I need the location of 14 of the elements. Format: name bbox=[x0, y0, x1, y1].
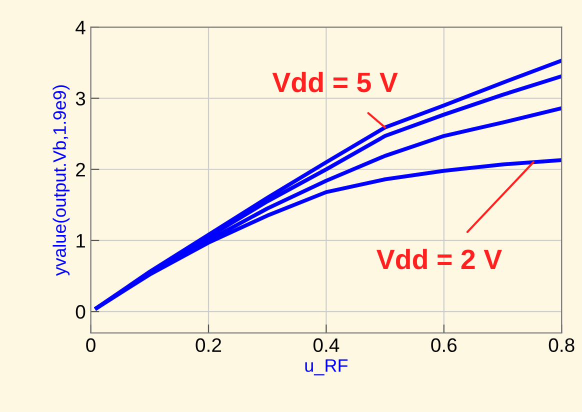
x-tick-label: 0.6 bbox=[431, 338, 457, 352]
x-tick-label: 0 bbox=[86, 338, 96, 352]
x-axis-title: u_RF bbox=[305, 359, 348, 376]
y-tick-label: 0 bbox=[76, 305, 86, 319]
y-tick-label: 3 bbox=[76, 92, 86, 106]
annotation: Vdd = 5 V bbox=[272, 72, 398, 92]
x-tick-label: 0.8 bbox=[548, 338, 574, 352]
annotation: Vdd = 2 V bbox=[376, 248, 502, 270]
y-tick-label: 1 bbox=[76, 234, 85, 248]
y-tick-label: 2 bbox=[76, 162, 85, 176]
y-tick-label: 4 bbox=[76, 20, 86, 34]
y-axis-title: yvalue(output.Vb,1.9e9) bbox=[52, 85, 70, 276]
x-tick-label: 0.4 bbox=[313, 338, 340, 352]
x-tick-label: 0.2 bbox=[196, 338, 222, 352]
